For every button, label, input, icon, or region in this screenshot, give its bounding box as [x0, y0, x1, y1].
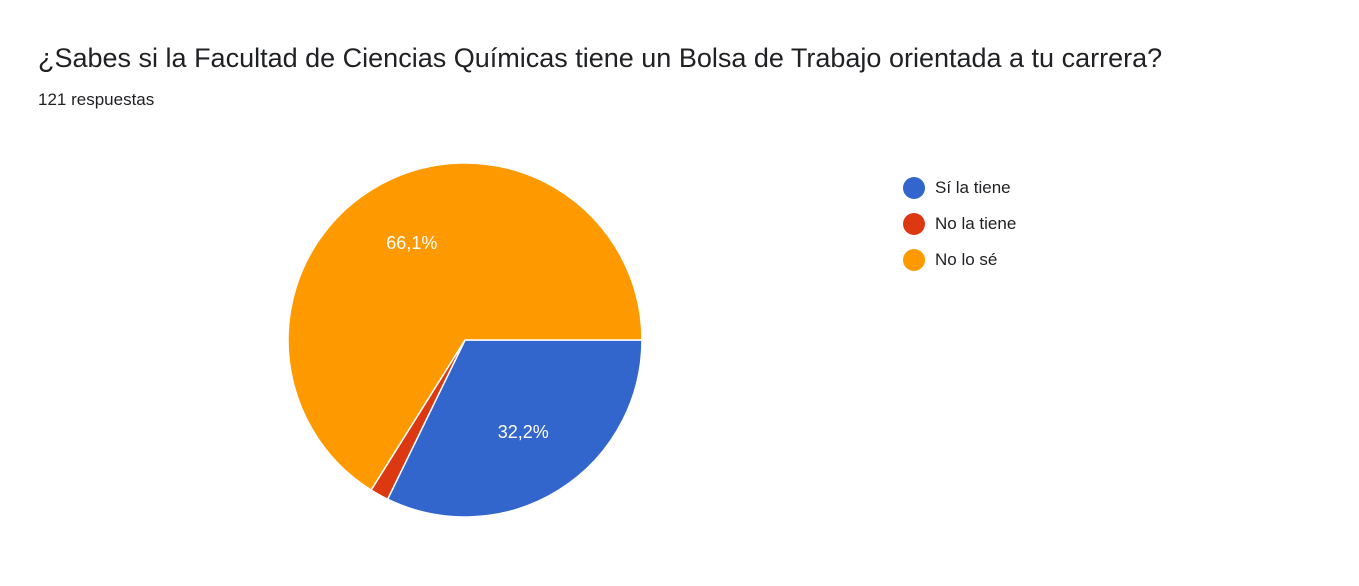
legend-item-no-lo-se[interactable]: No lo sé — [903, 242, 1016, 278]
legend-swatch-icon — [903, 177, 925, 199]
pie-slice-2[interactable] — [287, 162, 643, 492]
legend-label: No lo sé — [935, 250, 998, 269]
legend-item-si-la-tiene[interactable]: Sí la tiene — [903, 170, 1016, 206]
legend-label: No la tiene — [935, 214, 1017, 233]
legend-swatch-icon — [903, 213, 925, 235]
pie-slice-0[interactable] — [386, 339, 643, 518]
chart-legend: Sí la tiene No la tiene No lo sé — [903, 170, 1016, 278]
question-title: ¿Sabes si la Facultad de Ciencias Químic… — [38, 43, 1163, 73]
response-count: 121 respuestas — [38, 90, 155, 109]
legend-swatch-icon — [903, 249, 925, 271]
legend-item-no-la-tiene[interactable]: No la tiene — [903, 206, 1016, 242]
pie-slice-label-2: 66,1% — [386, 233, 437, 253]
pie-slice-label-0: 32,2% — [498, 422, 549, 442]
legend-label: Sí la tiene — [935, 178, 1011, 197]
